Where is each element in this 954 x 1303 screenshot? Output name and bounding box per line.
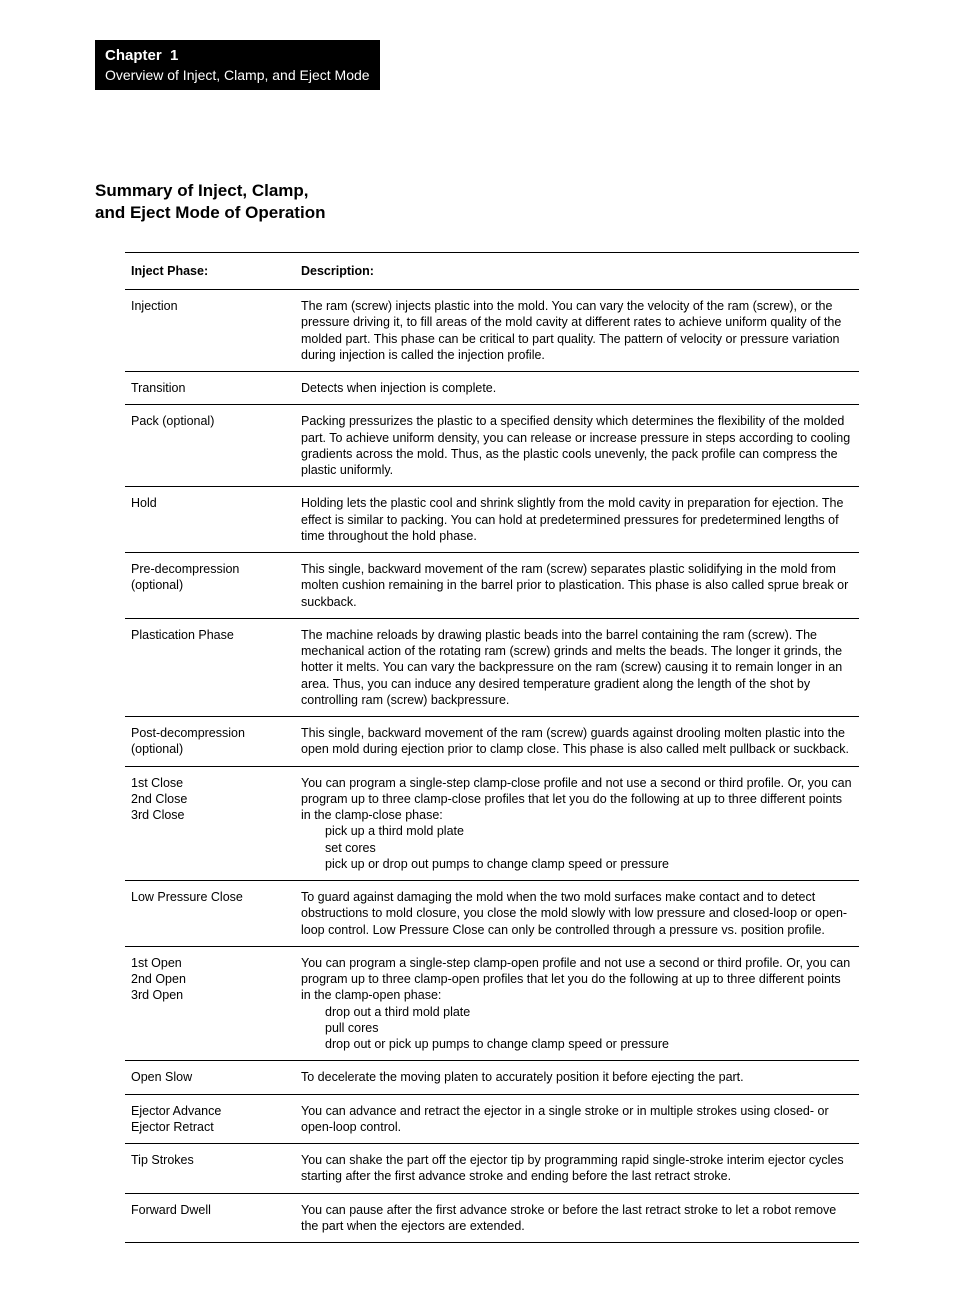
description-intro: You can program a single-step clamp-open… <box>301 956 850 1003</box>
phase-cell: Low Pressure Close <box>125 881 295 947</box>
table-body: InjectionThe ram (screw) injects plastic… <box>125 290 859 1243</box>
section-heading: Summary of Inject, Clamp, and Eject Mode… <box>95 180 859 224</box>
description-cell: You can advance and retract the ejector … <box>295 1094 859 1144</box>
description-cell: Detects when injection is complete. <box>295 372 859 405</box>
phase-cell: Pre-decompression (optional) <box>125 553 295 619</box>
table-row: Pre-decompression (optional)This single,… <box>125 553 859 619</box>
phase-cell: Forward Dwell <box>125 1193 295 1243</box>
phase-cell: Tip Strokes <box>125 1144 295 1194</box>
table-row: Forward DwellYou can pause after the fir… <box>125 1193 859 1243</box>
phase-cell: 1st Close 2nd Close 3rd Close <box>125 766 295 881</box>
description-cell: To guard against damaging the mold when … <box>295 881 859 947</box>
table-row: Ejector Advance Ejector RetractYou can a… <box>125 1094 859 1144</box>
table-row: Plastication PhaseThe machine reloads by… <box>125 618 859 716</box>
col-header-phase: Inject Phase: <box>125 252 295 289</box>
table-row: Pack (optional)Packing pressurizes the p… <box>125 405 859 487</box>
table-row: Tip StrokesYou can shake the part off th… <box>125 1144 859 1194</box>
description-sub-item: set cores <box>301 840 853 856</box>
phase-cell: Ejector Advance Ejector Retract <box>125 1094 295 1144</box>
description-cell: Packing pressurizes the plastic to a spe… <box>295 405 859 487</box>
col-header-description: Description: <box>295 252 859 289</box>
description-cell: You can program a single-step clamp-clos… <box>295 766 859 881</box>
chapter-subtitle: Overview of Inject, Clamp, and Eject Mod… <box>105 66 370 84</box>
table-row: InjectionThe ram (screw) injects plastic… <box>125 290 859 372</box>
chapter-header-box: Chapter 1 Overview of Inject, Clamp, and… <box>95 40 380 90</box>
phase-cell: Injection <box>125 290 295 372</box>
description-sub-item: drop out or pick up pumps to change clam… <box>301 1036 853 1052</box>
table-header-row: Inject Phase: Description: <box>125 252 859 289</box>
phase-cell: 1st Open 2nd Open 3rd Open <box>125 946 295 1061</box>
table-row: HoldHolding lets the plastic cool and sh… <box>125 487 859 553</box>
table-row: Post-decompression (optional)This single… <box>125 717 859 767</box>
phase-cell: Hold <box>125 487 295 553</box>
description-intro: You can program a single-step clamp-clos… <box>301 776 852 823</box>
description-cell: To decelerate the moving platen to accur… <box>295 1061 859 1094</box>
description-cell: You can shake the part off the ejector t… <box>295 1144 859 1194</box>
table-row: Open SlowTo decelerate the moving platen… <box>125 1061 859 1094</box>
description-sub-item: pull cores <box>301 1020 853 1036</box>
phase-cell: Post-decompression (optional) <box>125 717 295 767</box>
phase-cell: Plastication Phase <box>125 618 295 716</box>
description-sub-item: pick up or drop out pumps to change clam… <box>301 856 853 872</box>
description-sub-item: drop out a third mold plate <box>301 1004 853 1020</box>
page: Chapter 1 Overview of Inject, Clamp, and… <box>0 0 954 1303</box>
description-cell: You can pause after the first advance st… <box>295 1193 859 1243</box>
table-row: 1st Open 2nd Open 3rd OpenYou can progra… <box>125 946 859 1061</box>
description-cell: Holding lets the plastic cool and shrink… <box>295 487 859 553</box>
phase-cell: Open Slow <box>125 1061 295 1094</box>
description-cell: This single, backward movement of the ra… <box>295 553 859 619</box>
table-row: 1st Close 2nd Close 3rd CloseYou can pro… <box>125 766 859 881</box>
table-row: TransitionDetects when injection is comp… <box>125 372 859 405</box>
summary-table: Inject Phase: Description: InjectionThe … <box>125 252 859 1243</box>
description-cell: The ram (screw) injects plastic into the… <box>295 290 859 372</box>
table-row: Low Pressure CloseTo guard against damag… <box>125 881 859 947</box>
description-cell: The machine reloads by drawing plastic b… <box>295 618 859 716</box>
description-cell: This single, backward movement of the ra… <box>295 717 859 767</box>
chapter-label: Chapter 1 <box>105 46 370 66</box>
description-cell: You can program a single-step clamp-open… <box>295 946 859 1061</box>
description-sub-item: pick up a third mold plate <box>301 823 853 839</box>
phase-cell: Pack (optional) <box>125 405 295 487</box>
phase-cell: Transition <box>125 372 295 405</box>
